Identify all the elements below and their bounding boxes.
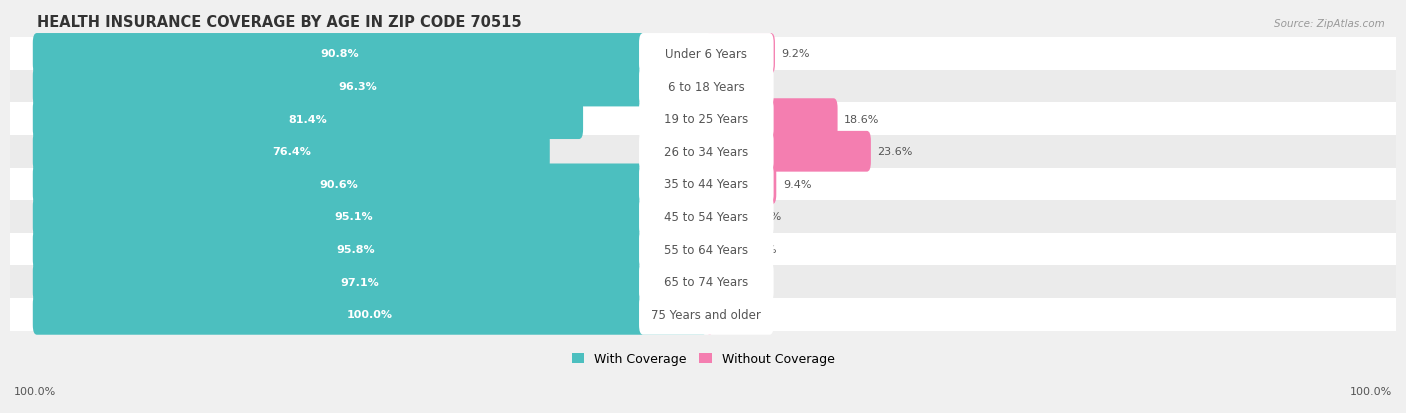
Text: 19 to 25 Years: 19 to 25 Years <box>664 113 748 126</box>
FancyBboxPatch shape <box>640 132 773 172</box>
Text: 90.8%: 90.8% <box>321 49 359 59</box>
Text: 6 to 18 Years: 6 to 18 Years <box>668 81 745 93</box>
Text: 100.0%: 100.0% <box>347 310 392 320</box>
Text: 35 to 44 Years: 35 to 44 Years <box>664 178 748 191</box>
FancyBboxPatch shape <box>32 34 645 75</box>
Text: 90.6%: 90.6% <box>319 179 359 190</box>
FancyBboxPatch shape <box>32 294 707 335</box>
Text: 0.0%: 0.0% <box>720 310 748 320</box>
Text: 55 to 64 Years: 55 to 64 Years <box>664 243 748 256</box>
Text: 18.6%: 18.6% <box>844 114 880 124</box>
FancyBboxPatch shape <box>706 66 738 107</box>
Text: 100.0%: 100.0% <box>14 387 56 396</box>
Text: 23.6%: 23.6% <box>877 147 912 157</box>
Legend: With Coverage, Without Coverage: With Coverage, Without Coverage <box>572 353 834 366</box>
FancyBboxPatch shape <box>32 132 550 172</box>
FancyBboxPatch shape <box>706 262 733 302</box>
Text: 4.2%: 4.2% <box>748 244 776 254</box>
Text: Source: ZipAtlas.com: Source: ZipAtlas.com <box>1274 19 1385 28</box>
Text: 45 to 54 Years: 45 to 54 Years <box>664 211 748 223</box>
FancyBboxPatch shape <box>706 99 838 140</box>
FancyBboxPatch shape <box>640 164 773 205</box>
FancyBboxPatch shape <box>32 99 583 140</box>
FancyBboxPatch shape <box>32 66 682 107</box>
FancyBboxPatch shape <box>706 294 714 335</box>
Text: Under 6 Years: Under 6 Years <box>665 48 748 61</box>
Bar <box>10 71 1396 103</box>
FancyBboxPatch shape <box>640 262 773 302</box>
FancyBboxPatch shape <box>32 262 688 302</box>
FancyBboxPatch shape <box>640 229 773 270</box>
Text: 75 Years and older: 75 Years and older <box>651 308 761 321</box>
Bar <box>10 233 1396 266</box>
Text: 3.7%: 3.7% <box>745 82 773 92</box>
FancyBboxPatch shape <box>640 99 773 140</box>
FancyBboxPatch shape <box>640 294 773 335</box>
Text: 9.4%: 9.4% <box>783 179 811 190</box>
FancyBboxPatch shape <box>706 197 747 237</box>
Bar <box>10 103 1396 135</box>
Text: 96.3%: 96.3% <box>339 82 377 92</box>
Text: 100.0%: 100.0% <box>1350 387 1392 396</box>
Text: HEALTH INSURANCE COVERAGE BY AGE IN ZIP CODE 70515: HEALTH INSURANCE COVERAGE BY AGE IN ZIP … <box>37 15 522 30</box>
Text: 2.9%: 2.9% <box>740 277 768 287</box>
Text: 95.8%: 95.8% <box>336 244 375 254</box>
Text: 95.1%: 95.1% <box>335 212 373 222</box>
Text: 9.2%: 9.2% <box>782 49 810 59</box>
Bar <box>10 201 1396 233</box>
Bar <box>10 38 1396 71</box>
FancyBboxPatch shape <box>706 132 870 172</box>
Text: 5.0%: 5.0% <box>754 212 782 222</box>
Text: 81.4%: 81.4% <box>288 114 328 124</box>
FancyBboxPatch shape <box>640 66 773 107</box>
FancyBboxPatch shape <box>32 164 644 205</box>
FancyBboxPatch shape <box>706 164 776 205</box>
FancyBboxPatch shape <box>706 229 741 270</box>
Text: 76.4%: 76.4% <box>271 147 311 157</box>
Bar <box>10 298 1396 331</box>
Text: 26 to 34 Years: 26 to 34 Years <box>664 145 748 158</box>
Bar <box>10 168 1396 201</box>
FancyBboxPatch shape <box>32 197 675 237</box>
Bar <box>10 135 1396 168</box>
FancyBboxPatch shape <box>640 34 773 75</box>
Text: 65 to 74 Years: 65 to 74 Years <box>664 275 748 289</box>
Text: 97.1%: 97.1% <box>340 277 380 287</box>
FancyBboxPatch shape <box>706 34 775 75</box>
FancyBboxPatch shape <box>32 229 679 270</box>
FancyBboxPatch shape <box>640 197 773 237</box>
Bar <box>10 266 1396 298</box>
